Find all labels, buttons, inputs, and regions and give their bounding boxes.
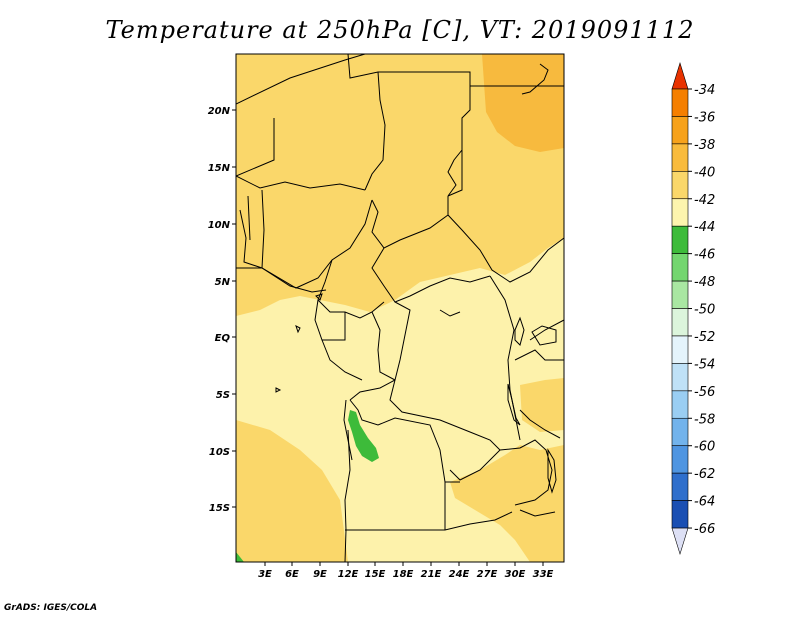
lon-label-27e: 27E xyxy=(477,569,498,580)
lat-label-5s: 5S xyxy=(216,390,230,401)
lon-label-24e: 24E xyxy=(449,569,470,580)
contour-band-38-40 xyxy=(482,54,564,152)
colorbar-label: -40 xyxy=(694,165,715,180)
lon-label-9e: 9E xyxy=(313,569,327,580)
colorbar-box xyxy=(671,198,689,227)
colorbar-box xyxy=(671,116,689,145)
lat-label-5n: 5N xyxy=(215,277,231,288)
lon-label-21e: 21E xyxy=(421,569,442,580)
lat-label-eq: EQ xyxy=(215,333,231,344)
contour-band-40-42-north xyxy=(236,54,564,316)
colorbar-box xyxy=(671,472,689,501)
colorbar-box xyxy=(671,417,689,447)
colorbar-box xyxy=(671,171,689,200)
colorbar-label: -56 xyxy=(694,385,715,400)
colorbar-box xyxy=(671,143,689,172)
lon-axis xyxy=(264,562,544,566)
colorbar-box xyxy=(671,363,689,392)
colorbar-label: -38 xyxy=(694,138,715,153)
map-frame xyxy=(235,53,565,563)
country-borders xyxy=(236,54,564,562)
colorbar-label: -64 xyxy=(694,495,715,510)
lon-label-18e: 18E xyxy=(393,569,414,580)
colorbar-box xyxy=(671,308,689,337)
colorbar-label: -34 xyxy=(694,83,715,98)
contour-band-40-42-southwest xyxy=(236,420,348,562)
lat-label-10s: 10S xyxy=(209,447,230,458)
colorbar-box xyxy=(671,500,689,529)
colorbar-box xyxy=(671,335,689,364)
lat-label-15s: 15S xyxy=(209,503,230,514)
temperature-field xyxy=(236,54,564,562)
lon-label-6e: 6E xyxy=(285,569,299,580)
lat-label-10n: 10N xyxy=(208,220,231,231)
colorbar-box xyxy=(671,445,689,474)
lon-label-30e: 30E xyxy=(505,569,526,580)
lon-label-3e: 3E xyxy=(258,569,272,580)
lon-label-15e: 15E xyxy=(365,569,386,580)
colorbar-label: -50 xyxy=(694,303,715,318)
lat-label-15n: 15N xyxy=(208,163,231,174)
colorbar xyxy=(671,61,689,556)
colorbar-label: -58 xyxy=(694,412,715,427)
colorbar-labels: -34 -36 -38 -40 -42 -44 -46 -48 -50 -52 -54 -56 -58 -… xyxy=(688,83,715,537)
contour-band-44-46 xyxy=(348,410,379,462)
colorbar-label: -54 xyxy=(694,357,715,372)
lat-axis xyxy=(232,109,236,508)
colorbar-box xyxy=(671,253,689,282)
colorbar-label: -52 xyxy=(694,330,715,345)
colorbar-label: -42 xyxy=(694,193,715,208)
colorbar-bottom-arrow xyxy=(671,527,689,556)
colorbar-label: -62 xyxy=(694,467,715,482)
colorbar-label: -36 xyxy=(694,110,715,125)
chart-title: Temperature at 250hPa [C], VT: 201909111… xyxy=(105,16,695,44)
lon-label-33e: 33E xyxy=(533,569,554,580)
colorbar-label: -44 xyxy=(694,220,715,235)
colorbar-box xyxy=(671,88,689,117)
contour-band-40-42-east xyxy=(520,378,564,432)
colorbar-label: -48 xyxy=(694,275,715,290)
lat-label-20n: 20N xyxy=(208,106,231,117)
colorbar-top-arrow xyxy=(671,61,689,90)
contour-band-40-42-southeast xyxy=(450,445,564,562)
colorbar-box xyxy=(671,280,689,309)
grads-credit: GrADS: IGES/COLA xyxy=(4,603,98,613)
colorbar-label: -66 xyxy=(694,522,715,537)
colorbar-box xyxy=(671,225,689,254)
colorbar-label: -46 xyxy=(694,248,715,263)
colorbar-label: -60 xyxy=(694,440,715,455)
contour-band-44-46-corner xyxy=(236,552,244,562)
lon-label-12e: 12E xyxy=(338,569,359,580)
colorbar-box xyxy=(671,390,689,419)
